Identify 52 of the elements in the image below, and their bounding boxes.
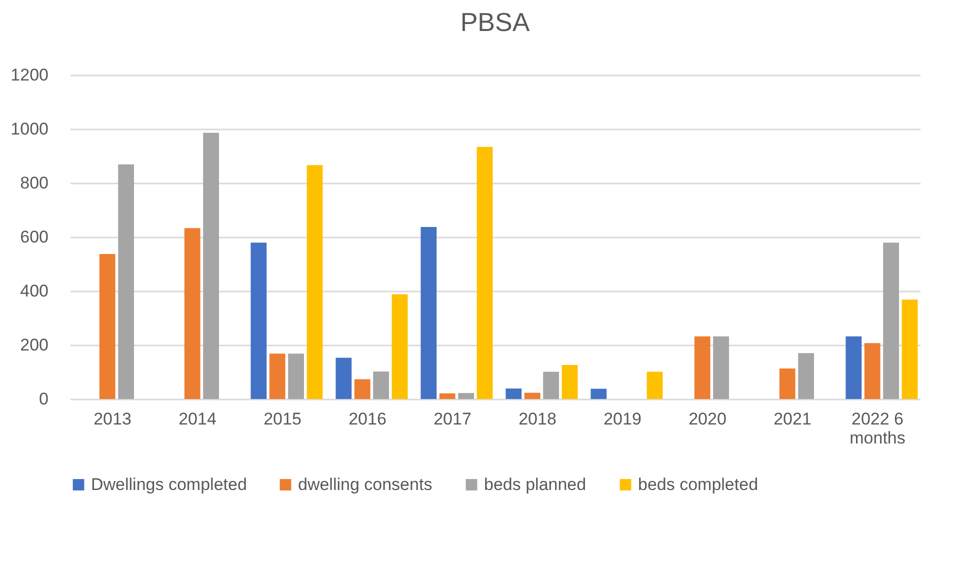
bar [392,294,408,399]
legend-label: dwelling consents [298,474,432,494]
bar [883,242,900,399]
bar [590,388,607,399]
x-tick-label: 2015 [264,410,302,428]
y-tick-label: 800 [20,174,48,192]
bar [902,300,918,399]
y-tick-label: 0 [39,390,48,408]
x-tick-label: 2018 [518,410,556,428]
bar [864,343,880,399]
bar [118,164,134,399]
bar [846,336,862,399]
y-tick-label: 600 [20,228,48,246]
bar [336,358,352,399]
bar [458,393,474,399]
y-tick-label: 1200 [10,66,48,84]
bar [420,227,437,399]
bar [713,336,730,399]
bar [562,364,578,399]
bar [354,379,370,399]
chart-title: PBSA [460,7,530,37]
legend-label: beds planned [484,474,586,494]
y-tick-label: 200 [20,336,48,354]
bar [694,336,710,399]
bar [506,388,522,399]
bar [306,165,323,399]
bar [439,393,456,399]
x-tick-label: 2022 6 months [850,410,906,448]
bar [543,372,560,399]
bar [288,354,304,399]
x-tick-label: 2013 [94,410,132,428]
y-tick-label: 400 [20,282,48,300]
bar [250,242,267,399]
legend-label: beds completed [638,474,758,494]
y-tick-label: 1000 [10,120,48,138]
bar [646,372,663,399]
x-tick-label: 2014 [178,410,216,428]
bar [524,392,540,399]
x-tick-label: 2019 [604,410,642,428]
x-tick-label: 2017 [434,410,472,428]
bar [203,132,220,399]
x-tick-label: 2020 [688,410,726,428]
bar [798,353,814,399]
bar [99,254,116,399]
legend-label: Dwellings completed [91,474,247,494]
bar [269,354,286,399]
bar [779,368,796,399]
bar [476,146,493,399]
x-tick-label: 2016 [348,410,386,428]
x-tick-label: 2021 [774,410,812,428]
bar [184,228,200,399]
bar [373,371,390,399]
